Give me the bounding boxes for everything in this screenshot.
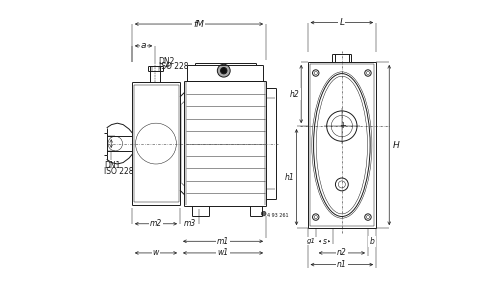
Text: DN2: DN2 [158, 57, 175, 66]
Text: a: a [141, 41, 146, 50]
Text: m2: m2 [150, 219, 162, 228]
Text: 4 93 261: 4 93 261 [268, 212, 289, 217]
Text: s: s [322, 237, 326, 246]
Text: w1: w1 [218, 248, 228, 258]
Text: h1: h1 [285, 173, 295, 182]
Circle shape [262, 211, 266, 216]
Text: m1: m1 [217, 237, 229, 246]
Text: ISO 228: ISO 228 [104, 167, 134, 176]
Text: L: L [340, 18, 344, 27]
Text: +: + [338, 121, 345, 130]
Text: n2: n2 [337, 248, 346, 258]
Text: n1: n1 [337, 260, 346, 269]
Text: DN1: DN1 [104, 161, 120, 170]
Text: g1: g1 [307, 238, 316, 244]
Text: H: H [392, 141, 399, 149]
Circle shape [220, 67, 227, 74]
Circle shape [218, 64, 230, 77]
Text: ISO 228: ISO 228 [158, 62, 188, 71]
Text: b: b [370, 237, 374, 246]
Text: m3: m3 [184, 219, 196, 228]
Text: fM: fM [194, 20, 204, 28]
Text: h2: h2 [290, 89, 300, 98]
Text: w: w [153, 248, 159, 258]
